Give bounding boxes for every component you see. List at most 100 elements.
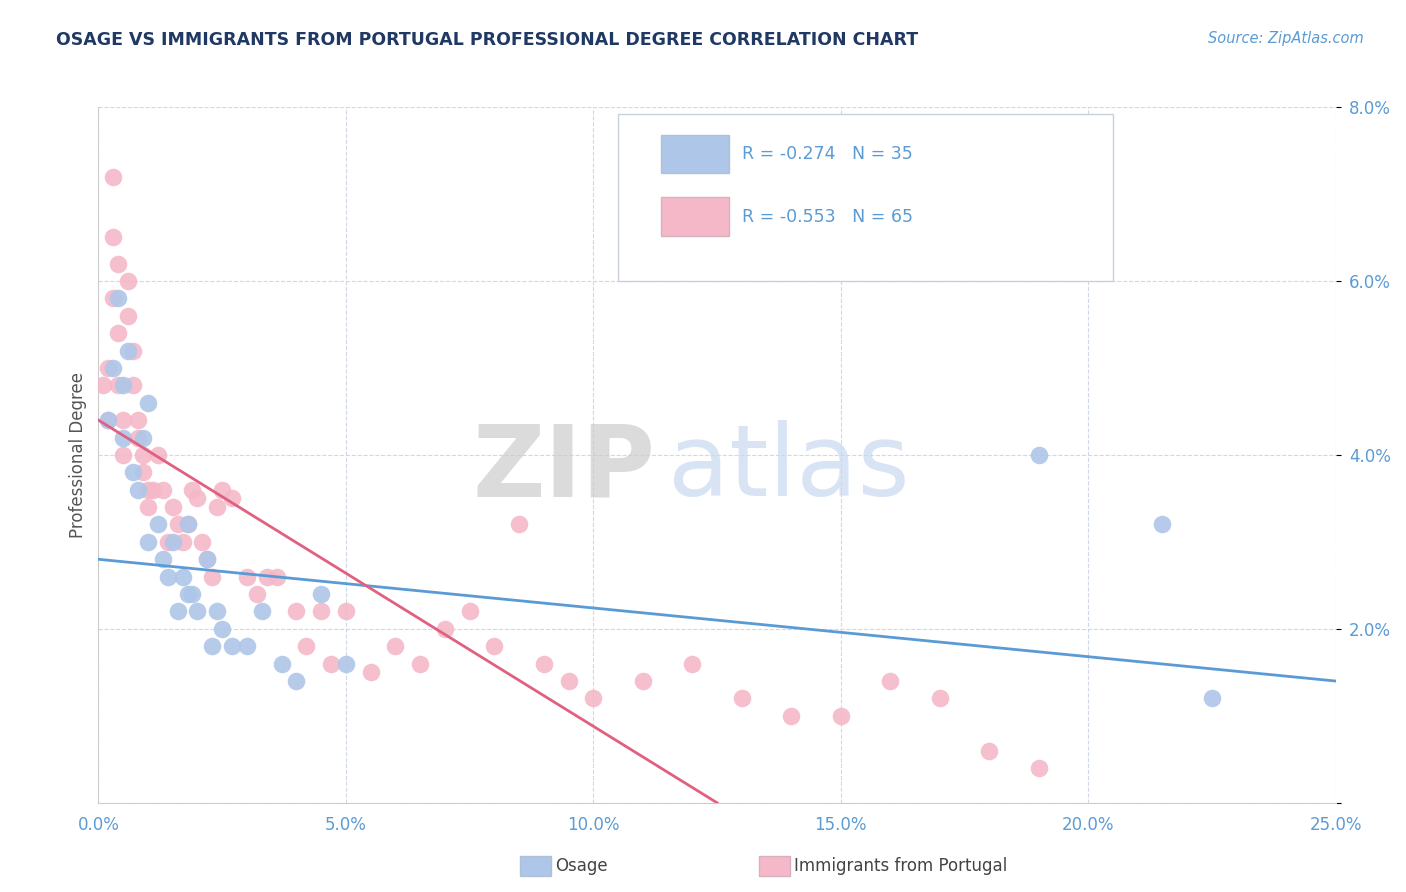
- Point: [309, 605, 332, 619]
- Point: [409, 657, 432, 671]
- Point: [201, 570, 224, 584]
- Point: [246, 587, 269, 601]
- Point: [186, 491, 208, 506]
- Point: [176, 517, 198, 532]
- Point: [136, 535, 159, 549]
- Point: [205, 500, 228, 514]
- Point: [195, 552, 218, 566]
- Point: [582, 691, 605, 706]
- Point: [172, 570, 194, 584]
- Point: [162, 500, 184, 514]
- Point: [132, 448, 155, 462]
- Point: [533, 657, 555, 671]
- Point: [250, 605, 273, 619]
- Point: [309, 587, 332, 601]
- Point: [266, 570, 288, 584]
- Point: [335, 657, 357, 671]
- Point: [112, 448, 135, 462]
- Point: [211, 483, 233, 497]
- Text: OSAGE VS IMMIGRANTS FROM PORTUGAL PROFESSIONAL DEGREE CORRELATION CHART: OSAGE VS IMMIGRANTS FROM PORTUGAL PROFES…: [56, 31, 918, 49]
- Point: [136, 500, 159, 514]
- Point: [107, 291, 129, 305]
- Point: [181, 483, 204, 497]
- Point: [156, 570, 179, 584]
- Point: [181, 587, 204, 601]
- Point: [201, 639, 224, 653]
- Point: [205, 605, 228, 619]
- Point: [166, 605, 188, 619]
- Point: [236, 570, 259, 584]
- Point: [285, 674, 308, 689]
- Text: Source: ZipAtlas.com: Source: ZipAtlas.com: [1208, 31, 1364, 46]
- Point: [97, 413, 120, 427]
- Point: [221, 491, 243, 506]
- Point: [433, 622, 456, 636]
- Point: [112, 431, 135, 445]
- Point: [166, 517, 188, 532]
- Point: [136, 396, 159, 410]
- Point: [103, 360, 125, 375]
- Text: ZIP: ZIP: [472, 420, 655, 517]
- Point: [127, 413, 149, 427]
- Point: [152, 552, 174, 566]
- Text: Immigrants from Portugal: Immigrants from Portugal: [794, 857, 1008, 875]
- Point: [112, 378, 135, 392]
- Point: [1152, 517, 1174, 532]
- FancyBboxPatch shape: [619, 114, 1114, 281]
- Point: [122, 343, 145, 358]
- Point: [195, 552, 218, 566]
- Point: [176, 517, 198, 532]
- Point: [681, 657, 703, 671]
- Point: [1201, 691, 1223, 706]
- Point: [384, 639, 406, 653]
- Point: [879, 674, 901, 689]
- Point: [285, 605, 308, 619]
- Point: [830, 708, 852, 723]
- Point: [122, 466, 145, 480]
- Point: [146, 448, 169, 462]
- Point: [107, 326, 129, 341]
- Point: [221, 639, 243, 653]
- Point: [97, 413, 120, 427]
- Point: [335, 605, 357, 619]
- Point: [979, 744, 1001, 758]
- Point: [162, 535, 184, 549]
- Point: [107, 378, 129, 392]
- Point: [103, 291, 125, 305]
- Point: [508, 517, 530, 532]
- Point: [117, 343, 139, 358]
- Point: [557, 674, 579, 689]
- Point: [211, 622, 233, 636]
- Point: [631, 674, 654, 689]
- Point: [93, 378, 115, 392]
- Point: [484, 639, 506, 653]
- Point: [122, 378, 145, 392]
- Point: [127, 431, 149, 445]
- Point: [1028, 448, 1050, 462]
- Text: Osage: Osage: [555, 857, 607, 875]
- Point: [176, 587, 198, 601]
- Point: [132, 466, 155, 480]
- Point: [117, 309, 139, 323]
- Point: [97, 360, 120, 375]
- Point: [127, 483, 149, 497]
- Point: [458, 605, 481, 619]
- Bar: [661, 135, 730, 173]
- Point: [136, 483, 159, 497]
- Point: [780, 708, 803, 723]
- Point: [103, 169, 125, 184]
- Point: [1028, 761, 1050, 775]
- Point: [156, 535, 179, 549]
- Point: [103, 230, 125, 244]
- Point: [270, 657, 292, 671]
- Point: [256, 570, 278, 584]
- Point: [191, 535, 214, 549]
- Point: [112, 413, 135, 427]
- Point: [146, 517, 169, 532]
- Point: [142, 483, 165, 497]
- Point: [107, 257, 129, 271]
- Point: [319, 657, 342, 671]
- Point: [152, 483, 174, 497]
- Bar: [661, 197, 730, 235]
- Y-axis label: Professional Degree: Professional Degree: [69, 372, 87, 538]
